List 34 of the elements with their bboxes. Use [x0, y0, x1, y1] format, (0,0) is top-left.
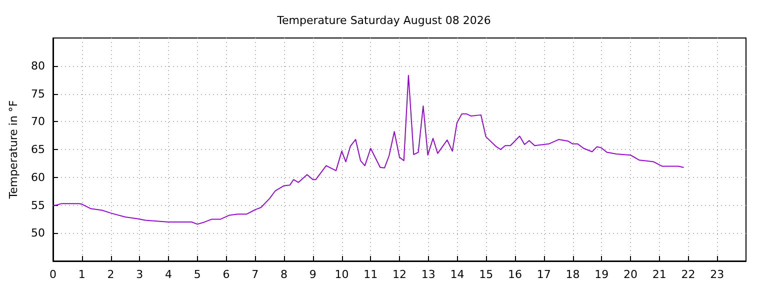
x-tick-label: 6: [222, 268, 230, 281]
x-tick-label: 0: [50, 268, 56, 281]
x-tick-label: 3: [136, 268, 144, 281]
x-tick-label: 21: [652, 268, 666, 281]
line-series: [52, 74, 684, 225]
x-tick-label: 9: [309, 268, 316, 281]
x-tick-label: 15: [479, 268, 494, 281]
x-tick-label: 14: [450, 268, 464, 281]
x-tick-label: 12: [392, 268, 406, 281]
y-tick-label: 50: [31, 226, 45, 240]
y-tick-label: 65: [31, 143, 45, 156]
x-tick-label: 8: [280, 268, 288, 281]
x-tick-label: 11: [364, 268, 378, 281]
x-tick-label: 10: [334, 268, 349, 281]
y-axis-title: Temperature in °F: [7, 100, 20, 200]
x-tick-label: 18: [566, 268, 580, 281]
x-tick-label: 23: [710, 268, 724, 281]
x-tick-label: 1: [78, 268, 86, 281]
y-tick-label: 55: [31, 198, 45, 212]
x-tick-label: 20: [624, 268, 638, 281]
y-tick-label: 80: [31, 59, 45, 72]
y-tick-label: 60: [31, 170, 45, 184]
x-tick-label: 4: [165, 268, 172, 281]
x-tick-label: 7: [252, 268, 259, 281]
x-tick-label: 13: [421, 268, 436, 281]
x-tick-label: 17: [536, 268, 551, 281]
x-tick-label: 16: [508, 268, 522, 281]
y-tick-label: 75: [31, 87, 45, 100]
y-tick-label: 70: [31, 115, 45, 128]
x-tick-label: 19: [594, 268, 609, 281]
x-tick-label: 22: [681, 268, 696, 281]
x-tick-label: 2: [107, 268, 114, 281]
chart-title: Temperature Saturday August 08 2026: [276, 14, 491, 27]
x-tick-label: 5: [194, 268, 201, 281]
